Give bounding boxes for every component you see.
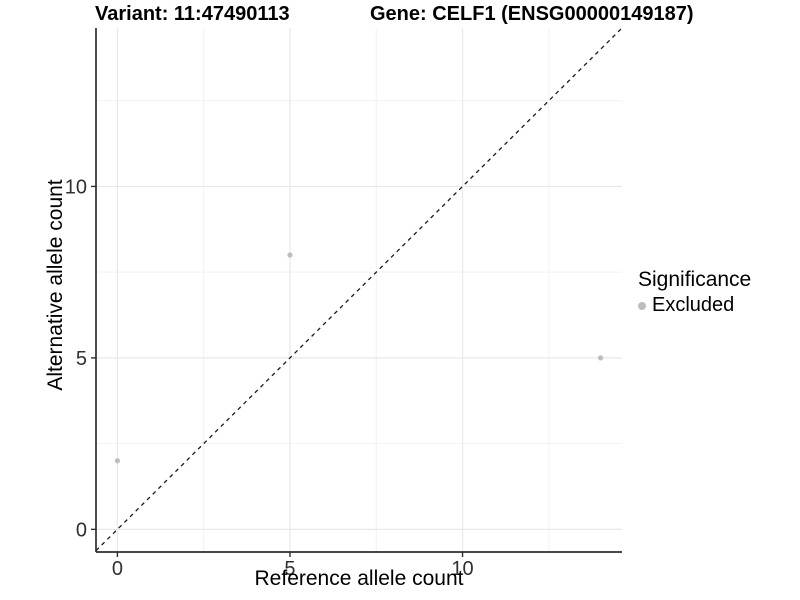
excluded-point-icon xyxy=(638,301,646,310)
data-point xyxy=(598,355,604,361)
identity-line xyxy=(95,27,623,552)
data-point xyxy=(114,458,120,464)
y-axis-title: Alternative allele count xyxy=(44,179,67,391)
legend-title: Significance xyxy=(638,268,752,291)
gene-title: Gene: CELF1 (ENSG00000149187) xyxy=(370,3,694,25)
legend: Significance Excluded xyxy=(638,268,751,317)
x-axis-title: Reference allele count xyxy=(254,567,464,590)
y-tick-label: 10 xyxy=(65,176,87,198)
x-tick-label: 5 xyxy=(284,558,295,580)
data-point xyxy=(287,252,293,258)
variant-title: Variant: 11:47490113 xyxy=(95,3,290,25)
legend-item-excluded: Excluded xyxy=(638,294,751,317)
y-tick-label: 0 xyxy=(76,519,87,541)
x-tick-label: 0 xyxy=(112,558,123,580)
legend-item-label: Excluded xyxy=(652,294,735,316)
y-tick-label: 5 xyxy=(76,348,87,370)
x-tick-label: 10 xyxy=(451,558,473,580)
